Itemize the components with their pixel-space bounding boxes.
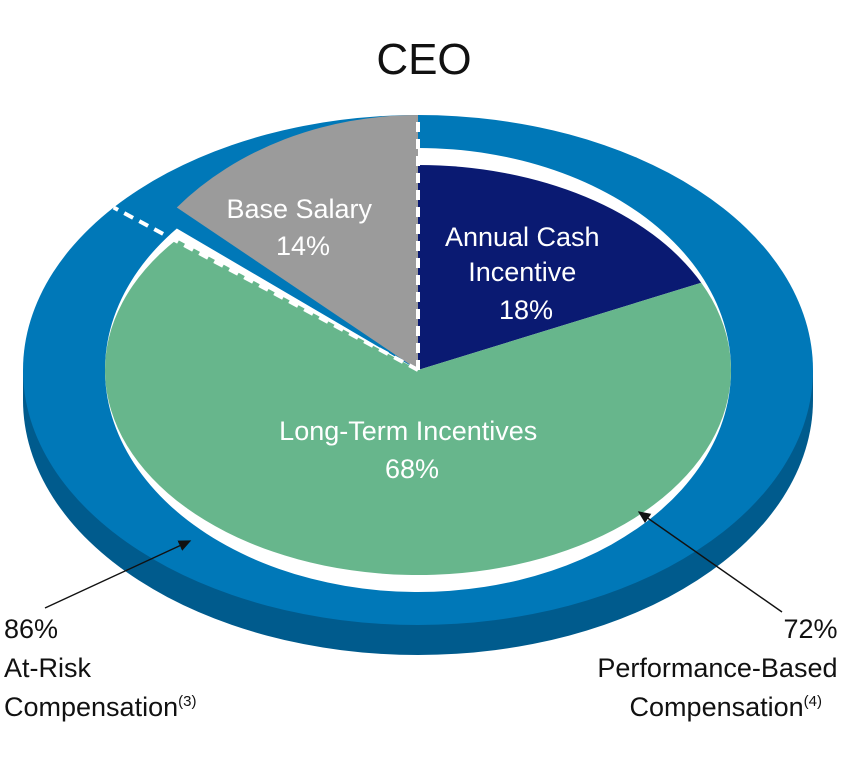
base-salary-divider-left (112, 205, 419, 372)
pie-slice-base-salary (176, 115, 418, 370)
performance-callout: 72% Performance-Based Compensation(4) (597, 614, 845, 722)
at-risk-callout: 86% At-Risk Compensation(3) (4, 614, 196, 722)
slice-label-base-salary: Base Salary 14% (226, 194, 379, 261)
pie-slice-annual-cash-incentive (418, 165, 702, 370)
pie-slices (104, 115, 731, 593)
performance-callout-arrow (637, 511, 783, 613)
at-risk-callout-arrow (44, 540, 192, 609)
pie-slice-long-term-incentives (105, 239, 731, 575)
slice-label-annual-cash-incentive: Annual Cash Incentive 18% (445, 222, 607, 325)
chart-title: CEO (376, 35, 471, 84)
slice-label-long-term-incentives: Long-Term Incentives 68% (279, 416, 545, 484)
